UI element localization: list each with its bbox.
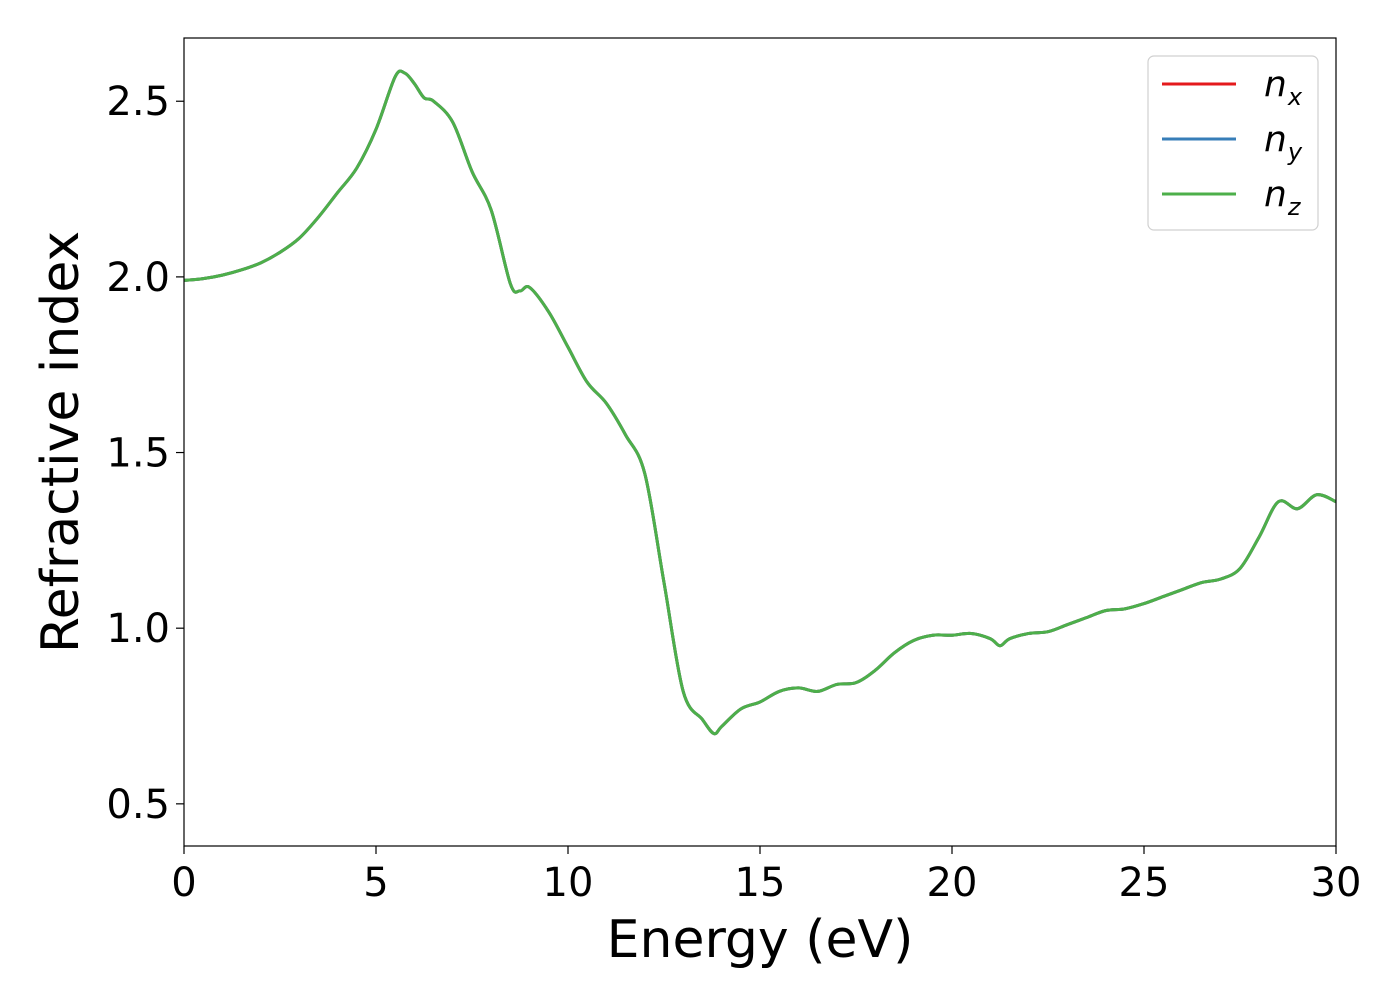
x-tick-label: 0 [171, 860, 196, 906]
x-tick-label: 10 [543, 860, 594, 906]
legend-label-n-y: ny [1264, 119, 1303, 166]
plot-background [184, 38, 1336, 846]
x-axis-label: Energy (eV) [607, 910, 914, 970]
legend-symbol: n [1264, 119, 1287, 160]
y-tick-label: 1.0 [106, 606, 170, 652]
y-axis-label: Refractive index [31, 231, 91, 653]
x-tick-label: 20 [927, 860, 978, 906]
legend-symbol: n [1264, 64, 1287, 105]
legend-label-n-x: nx [1264, 64, 1303, 111]
x-tick-label: 15 [735, 860, 786, 906]
y-tick-label: 2.0 [106, 255, 170, 301]
legend-symbol: n [1264, 174, 1287, 215]
series-layer [184, 69, 1336, 736]
y-tick-label: 0.5 [106, 782, 170, 828]
x-tick-label: 30 [1311, 860, 1362, 906]
legend-subscript: z [1287, 193, 1302, 221]
y-tick-label: 1.5 [106, 431, 170, 477]
series-line-n-z [184, 69, 1336, 736]
x-axis: 0 5 10 15 20 25 30 [171, 846, 1361, 906]
legend-subscript: y [1287, 138, 1303, 166]
legend-frame [1147, 55, 1319, 231]
y-axis: 0.5 1.0 1.5 2.0 2.5 [106, 79, 184, 828]
x-tick-label: 25 [1119, 860, 1170, 906]
legend-label-n-z: nz [1264, 174, 1302, 221]
x-tick-label: 5 [363, 860, 388, 906]
y-tick-label: 2.5 [106, 79, 170, 125]
legend-subscript: x [1287, 83, 1303, 111]
